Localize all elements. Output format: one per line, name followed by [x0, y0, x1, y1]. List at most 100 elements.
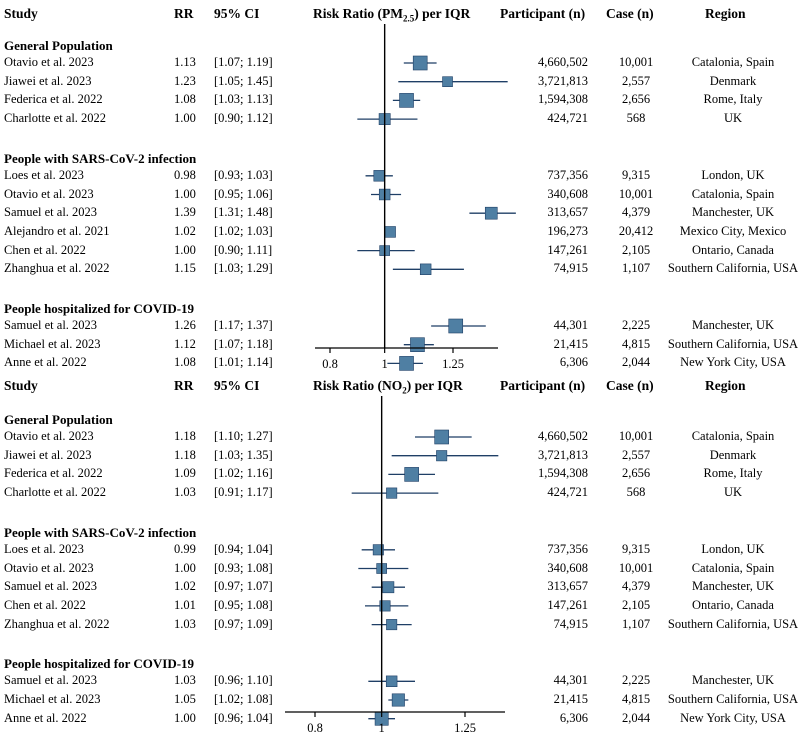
rr-marker: [386, 487, 398, 499]
ci-value: [1.02; 1.16]: [214, 466, 273, 481]
region-name: London, UK: [701, 167, 765, 182]
rr-marker: [372, 544, 384, 556]
rr-marker: [434, 429, 449, 445]
rr-value: 1.01: [174, 597, 196, 612]
rr-value: 1.00: [174, 186, 196, 201]
ci-value: [1.03; 1.35]: [214, 447, 273, 462]
rr-marker: [484, 206, 498, 220]
study-name: Samuel et al. 2023: [4, 579, 98, 594]
study-name: Samuel et al. 2023: [4, 318, 98, 332]
group-heading: People with SARS-CoV-2 infection: [4, 150, 197, 166]
rr-value: 1.08: [174, 92, 196, 107]
forest-title-subscript: 2.5: [403, 13, 415, 24]
rr-marker: [419, 263, 432, 275]
participant-count: 3,721,813: [538, 73, 588, 88]
header-participants: Participant (n): [500, 378, 586, 393]
rr-value: 0.98: [174, 167, 196, 182]
region-name: Ontario, Canada: [692, 597, 774, 612]
ci-value: [1.03; 1.13]: [214, 92, 273, 107]
study-name: Otavio et al. 2023: [4, 186, 94, 201]
rr-marker: [399, 356, 414, 371]
ci-value: [1.07; 1.19]: [214, 55, 273, 69]
rr-marker: [399, 93, 414, 108]
ci-value: [0.90; 1.12]: [214, 111, 273, 126]
rr-value: 0.99: [174, 541, 196, 556]
rr-marker: [442, 76, 453, 87]
participant-count: 313,657: [547, 579, 588, 594]
ci-value: [0.93; 1.08]: [214, 560, 273, 575]
case-count: 2,557: [621, 73, 651, 88]
case-count: 9,315: [621, 541, 651, 556]
rr-value: 1.03: [174, 485, 196, 500]
participant-count: 147,261: [547, 242, 588, 257]
study-name: Anne et al. 2022: [4, 710, 87, 725]
rr-value: 1.15: [174, 261, 196, 276]
case-count: 4,379: [621, 205, 651, 220]
study-name: Jiawei et al. 2023: [4, 447, 92, 462]
rr-value: 1.05: [174, 692, 196, 706]
case-count: 10,001: [618, 560, 654, 575]
no2-forest-panel: Study RR 95% CI Risk Ratio (NO2) per IQR Par…: [0, 372, 800, 740]
participant-count: 313,657: [547, 205, 588, 220]
rr-value: 1.00: [174, 710, 196, 725]
case-count: 10,001: [618, 429, 654, 443]
region-name: Southern California, USA: [667, 261, 799, 276]
study-name: Michael et al. 2023: [4, 692, 101, 706]
group-heading: People hospitalized for COVID-19: [4, 656, 195, 672]
header-cases: Case (n): [606, 6, 654, 21]
region-name: Denmark: [709, 73, 757, 88]
participant-count: 1,594,308: [538, 466, 588, 481]
study-name: Loes et al. 2023: [4, 167, 84, 182]
rr-marker: [410, 337, 425, 353]
participant-count: 74,915: [553, 616, 588, 631]
case-count: 2,105: [621, 242, 651, 257]
participant-count: 424,721: [547, 111, 588, 126]
region-name: Rome, Italy: [703, 92, 763, 107]
forest-title-main: Risk Ratio (NO: [313, 378, 403, 393]
study-name: Loes et al. 2023: [4, 541, 84, 556]
ci-value: [0.90; 1.11]: [214, 242, 273, 257]
rr-marker: [382, 581, 395, 594]
case-count: 4,815: [621, 692, 651, 706]
case-count: 10,001: [618, 186, 654, 201]
study-name: Federica et al. 2022: [4, 92, 103, 107]
forest-plot-svg: 0.8 1 1.25: [315, 24, 516, 371]
participant-count: 6,306: [559, 710, 588, 725]
region-name: London, UK: [701, 541, 765, 556]
rr-value: 1.00: [174, 560, 196, 575]
ci-value: [1.05; 1.45]: [214, 73, 273, 88]
participant-count: 44,301: [553, 318, 588, 332]
participant-count: 737,356: [547, 541, 588, 556]
ci-value: [0.97; 1.09]: [214, 616, 273, 631]
study-name: Alejandro et al. 2021: [4, 223, 110, 238]
ci-value: [1.02; 1.08]: [214, 692, 273, 706]
header-ci: 95% CI: [214, 378, 260, 393]
case-count: 2,044: [621, 710, 651, 725]
region-name: Southern California, USA: [667, 616, 799, 631]
case-count: 2,225: [621, 318, 651, 332]
case-count: 2,105: [621, 597, 651, 612]
participant-count: 21,415: [553, 336, 588, 351]
study-name: Charlotte et al. 2022: [4, 485, 107, 500]
study-name: Chen et al. 2022: [4, 242, 86, 257]
study-name: Otavio et al. 2023: [4, 429, 94, 443]
region-name: New York City, USA: [680, 710, 786, 725]
region-name: Manchester, UK: [691, 205, 775, 220]
region-name: Mexico City, Mexico: [679, 223, 787, 238]
ci-value: [0.95; 1.06]: [214, 186, 273, 201]
x-tick-label: 1: [382, 357, 388, 371]
header-cases: Case (n): [606, 378, 654, 393]
case-count: 1,107: [621, 261, 651, 276]
case-count: 568: [626, 111, 646, 126]
forest-title: Risk Ratio (NO2) per IQR: [313, 378, 463, 396]
rr-marker: [373, 170, 385, 182]
region-name: Southern California, USA: [667, 336, 799, 351]
rr-marker: [404, 467, 419, 482]
participant-count: 424,721: [547, 485, 588, 500]
rr-value: 1.08: [174, 355, 196, 370]
ci-value: [0.91; 1.17]: [214, 485, 273, 500]
case-count: 2,656: [621, 466, 651, 481]
study-name: Michael et al. 2023: [4, 336, 101, 351]
case-count: 10,001: [618, 55, 654, 69]
participant-count: 3,721,813: [538, 447, 588, 462]
